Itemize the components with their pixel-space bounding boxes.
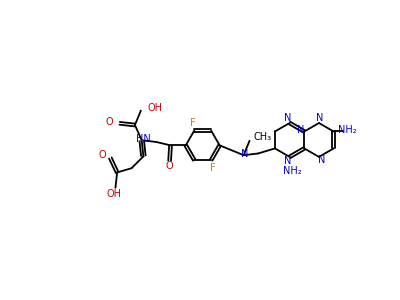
Text: N: N <box>318 155 326 165</box>
Text: N: N <box>316 113 324 123</box>
Text: F: F <box>190 118 196 128</box>
Text: N: N <box>284 113 292 123</box>
Text: CH₃: CH₃ <box>253 132 272 142</box>
Text: HN: HN <box>136 134 151 144</box>
Text: O: O <box>98 150 106 160</box>
Text: O: O <box>166 161 174 171</box>
Text: O: O <box>106 117 114 127</box>
Text: NH₂: NH₂ <box>283 166 302 176</box>
Text: OH: OH <box>147 103 162 113</box>
Text: N: N <box>297 125 304 135</box>
Text: N: N <box>284 156 292 166</box>
Text: N: N <box>241 149 248 159</box>
Text: OH: OH <box>106 189 122 199</box>
Text: NH₂: NH₂ <box>338 125 357 135</box>
Text: F: F <box>210 163 216 173</box>
